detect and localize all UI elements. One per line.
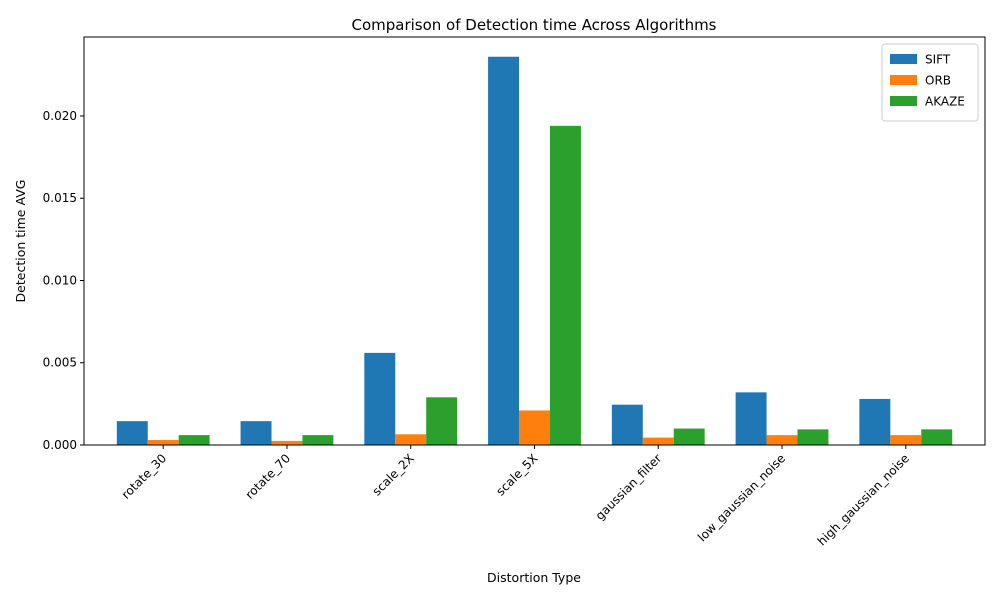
legend: SIFT ORB AKAZE bbox=[881, 43, 979, 122]
y-tick-label: 0.005 bbox=[43, 356, 77, 370]
legend-label-sift: SIFT bbox=[925, 53, 951, 67]
bar-orb-rotate_30 bbox=[147, 440, 179, 445]
bar-akaze-scale_2X bbox=[426, 397, 458, 445]
bar-sift-scale_5X bbox=[488, 56, 520, 446]
y-tick-label: 0.000 bbox=[43, 438, 77, 452]
bar-sift-rotate_30 bbox=[116, 421, 148, 445]
y-tick-label: 0.020 bbox=[43, 109, 77, 123]
y-tick-label: 0.015 bbox=[43, 191, 77, 205]
bar-akaze-scale_5X bbox=[549, 125, 581, 445]
bar-sift-rotate_70 bbox=[240, 421, 272, 445]
bar-orb-scale_5X bbox=[519, 410, 550, 445]
bar-orb-gaussian_filter bbox=[642, 437, 674, 445]
bar-akaze-rotate_70 bbox=[302, 435, 334, 445]
x-axis-label: Distortion Type bbox=[487, 570, 581, 585]
legend-swatch-sift bbox=[890, 54, 917, 64]
bar-orb-low_gaussian_noise bbox=[766, 435, 798, 445]
bar-sift-gaussian_filter bbox=[611, 404, 643, 445]
bar-sift-high_gaussian_noise bbox=[859, 398, 891, 445]
chart-title: Comparison of Detection time Across Algo… bbox=[351, 16, 716, 34]
bar-orb-rotate_70 bbox=[271, 440, 303, 445]
bar-akaze-gaussian_filter bbox=[673, 428, 705, 445]
bar-sift-scale_2X bbox=[364, 352, 396, 445]
y-axis-label: Detection time AVG bbox=[13, 180, 28, 303]
bar-sift-low_gaussian_noise bbox=[735, 392, 767, 445]
bars-layer bbox=[116, 56, 953, 446]
legend-swatch-akaze bbox=[890, 96, 917, 106]
legend-label-orb: ORB bbox=[925, 74, 951, 88]
bar-akaze-high_gaussian_noise bbox=[921, 429, 953, 445]
legend-swatch-orb bbox=[890, 75, 917, 85]
bar-orb-scale_2X bbox=[395, 434, 427, 445]
y-axis: 0.000 0.005 0.010 0.015 0.020 bbox=[43, 109, 84, 452]
legend-label-akaze: AKAZE bbox=[925, 95, 965, 109]
bar-akaze-rotate_30 bbox=[178, 435, 210, 445]
y-tick-label: 0.010 bbox=[43, 273, 77, 287]
bar-akaze-low_gaussian_noise bbox=[797, 429, 829, 445]
bar-orb-high_gaussian_noise bbox=[890, 435, 922, 445]
